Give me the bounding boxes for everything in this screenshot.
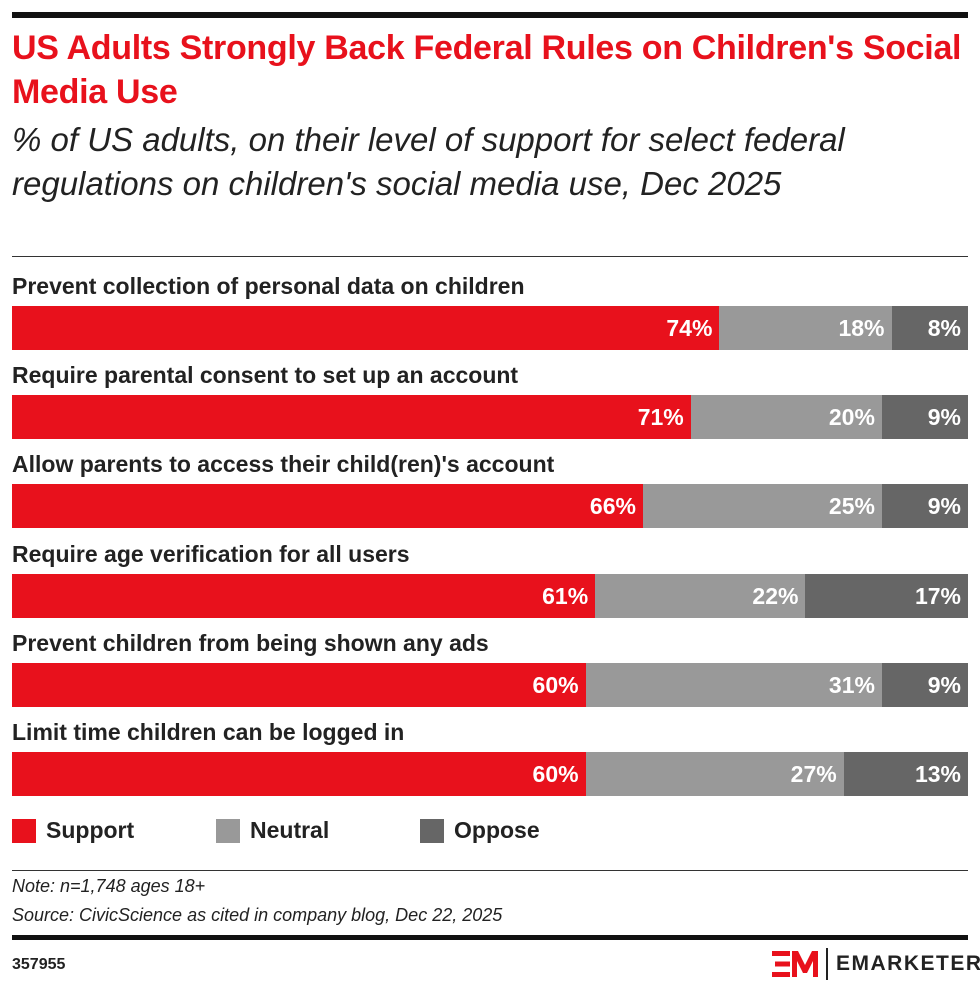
bar-segment-neutral: 22% — [595, 573, 806, 618]
bar-segment-oppose: 17% — [805, 573, 968, 618]
bar-segment-oppose: 13% — [843, 752, 968, 796]
data-label: 9% — [927, 671, 961, 698]
bar-segment-support: 60% — [12, 662, 586, 707]
data-label: 60% — [532, 671, 579, 698]
bottom-rule — [12, 935, 968, 940]
legend-swatch — [12, 818, 36, 843]
stacked-bar: 71% 20% 9% — [12, 395, 968, 440]
stacked-bar: 66% 25% 9% — [12, 484, 968, 529]
top-rule — [12, 12, 968, 18]
category-label: Require age verification for all users — [12, 540, 410, 567]
chart-title: US Adults Strongly Back Federal Rules on… — [12, 29, 962, 111]
data-label: 9% — [927, 404, 961, 431]
legend-label: Support — [46, 817, 135, 843]
note: Note: n=1,748 ages 18+ — [12, 876, 206, 896]
stacked-bar: 60% 27% 13% — [12, 752, 968, 796]
bar-segment-support: 71% — [12, 395, 691, 440]
bar-segment-neutral: 18% — [719, 306, 892, 350]
category-label: Limit time children can be logged in — [12, 719, 405, 745]
data-label: 27% — [790, 761, 837, 787]
legend-item-oppose: Oppose — [420, 817, 624, 844]
data-label: 20% — [828, 404, 875, 431]
data-label: 61% — [542, 582, 589, 609]
stacked-bar: 74% 18% 8% — [12, 306, 968, 350]
chart-subtitle: % of US adults, on their level of suppor… — [12, 121, 845, 202]
data-label: 18% — [838, 315, 885, 341]
bar-segment-oppose: 8% — [891, 306, 968, 350]
bar-segment-neutral: 31% — [585, 662, 882, 707]
bar-segment-support: 61% — [12, 573, 596, 618]
legend-label: Oppose — [454, 817, 540, 843]
data-label: 9% — [927, 493, 961, 520]
bar-segment-neutral: 25% — [642, 484, 882, 529]
category-label: Prevent children from being shown any ad… — [12, 629, 489, 656]
brand-name: EMARKETER — [836, 952, 980, 975]
legend-swatch — [420, 818, 444, 843]
bar-segment-neutral: 27% — [585, 752, 844, 796]
data-label: 71% — [637, 404, 684, 431]
legend-label: Neutral — [250, 817, 330, 843]
data-label: 22% — [752, 582, 799, 609]
em-logo-icon — [772, 951, 818, 977]
divider — [12, 256, 968, 257]
category-label: Allow parents to access their child(ren)… — [12, 451, 555, 478]
data-label: 8% — [927, 315, 961, 341]
category-label: Prevent collection of personal data on c… — [12, 273, 525, 299]
bar-segment-support: 60% — [12, 752, 586, 796]
bar-segment-oppose: 9% — [881, 395, 968, 440]
data-label: 31% — [828, 671, 875, 698]
bar-segment-support: 74% — [12, 306, 720, 350]
divider — [12, 870, 968, 871]
data-label: 74% — [666, 315, 713, 341]
legend: Support Neutral Oppose — [12, 817, 624, 844]
bar-segment-support: 66% — [12, 484, 643, 529]
legend-item-neutral: Neutral — [216, 817, 420, 844]
stacked-bar: 61% 22% 17% — [12, 573, 968, 618]
legend-item-support: Support — [12, 817, 216, 844]
bar-segment-oppose: 9% — [881, 662, 968, 707]
bar-segment-oppose: 9% — [881, 484, 968, 529]
bar-segment-neutral: 20% — [690, 395, 882, 440]
logo-separator — [826, 948, 828, 980]
category-label: Require parental consent to set up an ac… — [12, 362, 519, 389]
data-label: 25% — [828, 493, 875, 520]
emarketer-logo: EMARKETER — [772, 948, 980, 980]
data-label: 66% — [589, 493, 636, 520]
chart-id: 357955 — [12, 956, 66, 973]
data-label: 17% — [914, 582, 961, 609]
source: Source: CivicScience as cited in company… — [12, 905, 503, 925]
data-label: 60% — [532, 761, 579, 787]
data-label: 13% — [914, 761, 961, 787]
legend-swatch — [216, 818, 240, 843]
stacked-bar: 60% 31% 9% — [12, 662, 968, 707]
